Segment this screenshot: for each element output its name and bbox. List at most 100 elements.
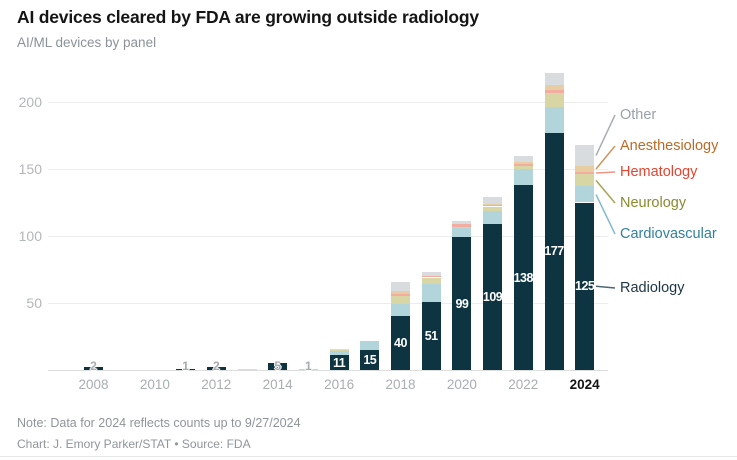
bar-segment-hematology-2021 bbox=[483, 205, 503, 207]
chart-credit: Chart: J. Emory Parker/STAT • Source: FD… bbox=[17, 437, 251, 451]
bar-segment-other-2024 bbox=[575, 144, 595, 167]
bar-segment-cardiovascular-2020 bbox=[452, 228, 472, 238]
bar-segment-anesthesiology-2018 bbox=[391, 290, 410, 294]
bar-segment-cardiovascular-2018 bbox=[391, 304, 410, 317]
leader-line-cardiovascular bbox=[595, 194, 616, 235]
bar-value-label: 177 bbox=[544, 244, 564, 259]
x-axis-tick-2018: 2018 bbox=[385, 377, 416, 392]
bar-segment-radiology-2018 bbox=[391, 316, 410, 370]
bar-segment-radiology-2023 bbox=[544, 132, 564, 370]
legend-item-hematology: Hematology bbox=[620, 164, 698, 180]
bar-value-label: 2 bbox=[212, 359, 220, 373]
bar-segment-neurology-2024 bbox=[575, 174, 595, 187]
bottom-divider bbox=[0, 456, 737, 457]
bar-value-label: 5 bbox=[274, 359, 282, 373]
bar-segment-hematology-2018 bbox=[391, 293, 410, 297]
bar-value-label: 1 bbox=[182, 359, 189, 373]
y-axis-tick-label: 200 bbox=[18, 94, 42, 110]
bar-value-label: 40 bbox=[394, 336, 407, 351]
x-axis-tick-2016: 2016 bbox=[324, 377, 355, 392]
bar-segment-radiology-2017 bbox=[360, 349, 380, 370]
x-axis-baseline bbox=[48, 370, 608, 371]
bar-value-label: 11 bbox=[332, 355, 346, 370]
x-axis-tick-2014: 2014 bbox=[262, 377, 293, 392]
bar-segment-hematology-2024 bbox=[575, 171, 595, 175]
bar-segment-other-2013 bbox=[237, 368, 257, 370]
bar-segment-neurology-2016 bbox=[329, 349, 349, 352]
bar-value-label: 125 bbox=[575, 279, 595, 294]
bar-segment-other-2022 bbox=[513, 155, 533, 163]
bar-segment-anesthesiology-2022 bbox=[513, 162, 533, 164]
bar-segment-radiology-2022 bbox=[513, 185, 533, 370]
x-axis-tick-2022: 2022 bbox=[508, 377, 539, 392]
bar-segment-neurology-2018 bbox=[391, 296, 410, 305]
bar-value-label: 2 bbox=[90, 359, 97, 373]
bar-segment-hematology-2023 bbox=[544, 89, 564, 93]
bar-segment-other-2018 bbox=[391, 281, 410, 291]
bar-segment-other-2021 bbox=[483, 197, 503, 204]
bar-segment-cardiovascular-2022 bbox=[513, 169, 533, 186]
bar-segment-anesthesiology-2015 bbox=[298, 368, 318, 370]
bar-segment-radiology-2021 bbox=[483, 223, 503, 370]
y-axis-tick-label: 100 bbox=[18, 228, 42, 244]
leader-line-hematology bbox=[595, 171, 616, 174]
leader-line-anesthesiology bbox=[595, 145, 616, 170]
bar-segment-radiology-2024 bbox=[575, 202, 595, 370]
bar-segment-radiology-2014 bbox=[268, 363, 288, 370]
bar-segment-cardiovascular-2019 bbox=[421, 284, 441, 302]
bar-segment-other-2020 bbox=[452, 221, 472, 224]
x-axis-tick-2010: 2010 bbox=[139, 377, 170, 392]
y-axis-tick-label: 50 bbox=[26, 295, 42, 311]
bar-segment-neurology-2022 bbox=[513, 166, 533, 169]
bar-value-label: 1 bbox=[305, 359, 312, 373]
bar-segment-hematology-2022 bbox=[513, 163, 533, 167]
x-axis-tick-2024: 2024 bbox=[569, 377, 600, 392]
chart-subtitle: AI/ML devices by panel bbox=[17, 35, 157, 50]
bar-segment-other-2019 bbox=[421, 272, 441, 277]
bar-segment-other-2023 bbox=[544, 72, 564, 85]
bar-segment-hematology-2019 bbox=[421, 276, 441, 278]
bar-value-label: 15 bbox=[363, 352, 377, 367]
bar-segment-neurology-2020 bbox=[452, 226, 472, 228]
bar-segment-radiology-2020 bbox=[452, 237, 472, 370]
bar-segment-radiology-2019 bbox=[421, 301, 441, 370]
chart-note: Note: Data for 2024 reflects counts up t… bbox=[17, 416, 301, 430]
legend-item-neurology: Neurology bbox=[620, 195, 687, 211]
bar-value-label: 99 bbox=[455, 296, 469, 311]
bar-value-label: 51 bbox=[424, 328, 438, 343]
bar-segment-cardiovascular-2016 bbox=[329, 351, 349, 356]
bar-segment-other-2016 bbox=[329, 348, 349, 350]
x-axis-tick-2012: 2012 bbox=[201, 377, 232, 392]
bar-segment-cardiovascular-2023 bbox=[544, 107, 564, 133]
bar-segment-anesthesiology-2021 bbox=[483, 203, 503, 206]
bar-segment-cardiovascular-2021 bbox=[483, 210, 503, 224]
bar-segment-cardiovascular-2024 bbox=[575, 186, 595, 203]
legend-item-radiology: Radiology bbox=[620, 280, 685, 296]
bar-segment-radiology-2008 bbox=[84, 367, 103, 370]
bar-segment-hematology-2020 bbox=[452, 223, 472, 227]
x-axis-tick-2020: 2020 bbox=[446, 377, 477, 392]
leader-line-other bbox=[595, 114, 616, 156]
bar-segment-radiology-2016 bbox=[329, 355, 349, 370]
gridline bbox=[48, 303, 608, 304]
gridline bbox=[48, 102, 608, 103]
bar-segment-anesthesiology-2023 bbox=[544, 84, 564, 90]
x-axis-tick-2008: 2008 bbox=[78, 377, 109, 392]
gridline bbox=[48, 169, 608, 170]
leader-line-neurology bbox=[595, 179, 616, 204]
gridline bbox=[48, 236, 608, 237]
bar-value-label: 109 bbox=[482, 290, 503, 304]
bar-segment-neurology-2023 bbox=[544, 92, 564, 108]
legend-item-other: Other bbox=[620, 107, 657, 123]
bar-segment-radiology-2012 bbox=[206, 367, 226, 370]
y-axis-tick-label: 150 bbox=[18, 161, 42, 177]
bar-segment-cardiovascular-2017 bbox=[360, 340, 380, 350]
page-title: AI devices cleared by FDA are growing ou… bbox=[17, 7, 479, 27]
bar-segment-neurology-2021 bbox=[483, 206, 503, 211]
bar-segment-radiology-2011 bbox=[176, 368, 196, 370]
bar-segment-neurology-2019 bbox=[421, 277, 441, 285]
bar-segment-anesthesiology-2024 bbox=[575, 166, 595, 172]
legend-item-anesthesiology: Anesthesiology bbox=[620, 138, 719, 154]
bar-value-label: 138 bbox=[513, 270, 534, 285]
